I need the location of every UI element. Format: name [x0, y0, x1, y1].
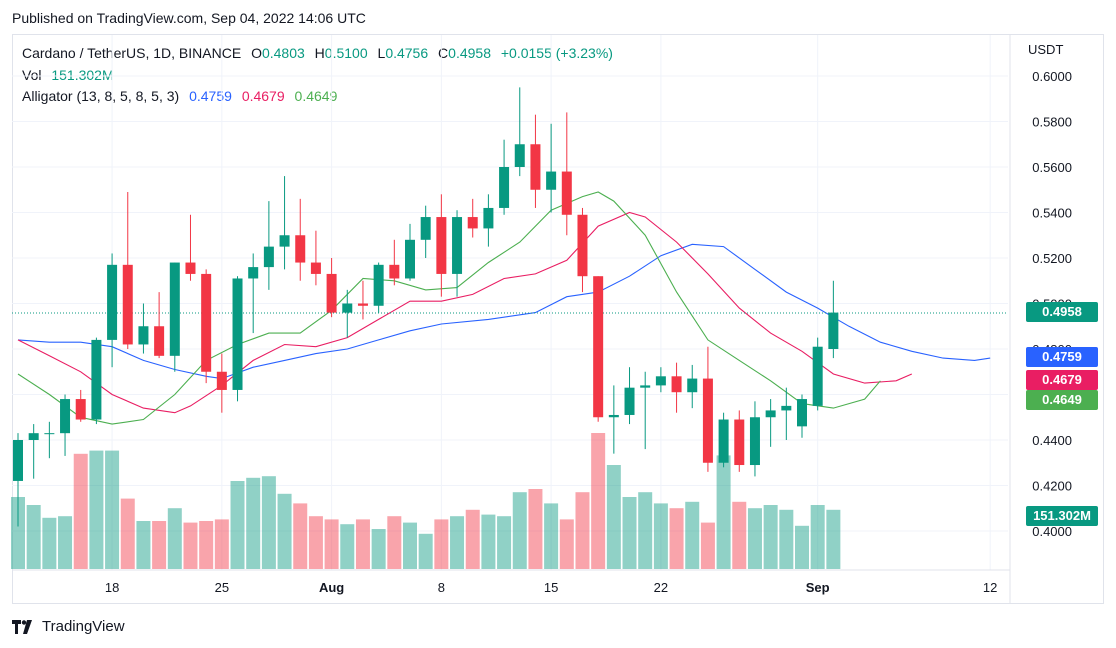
legend-ohlc: Cardano / TetherUS, 1D, BINANCE O0.4803 …: [22, 45, 619, 61]
teeth-price-label: 0.4679: [1026, 370, 1098, 390]
legend-low: L0.4756: [377, 45, 429, 61]
legend-open: O0.4803: [251, 45, 305, 61]
legend-teeth-value: 0.4679: [241, 88, 285, 104]
price-axis-unit[interactable]: USDT: [1028, 42, 1064, 57]
volume-price-label: 151.302M: [1026, 506, 1098, 526]
chart-frame[interactable]: [12, 34, 1104, 604]
legend-lips-value: 0.4649: [294, 88, 338, 104]
legend-jaw-value: 0.4759: [189, 88, 232, 104]
legend-symbol[interactable]: Cardano / TetherUS, 1D, BINANCE: [22, 45, 242, 61]
close-price-label: 0.4958: [1026, 302, 1098, 322]
tradingview-logo-icon: [12, 619, 32, 634]
footer-brand-text: TradingView: [42, 618, 125, 635]
legend-change: +0.0155 (+3.23%): [500, 45, 613, 61]
published-banner: Published on TradingView.com, Sep 04, 20…: [12, 10, 366, 26]
legend-alligator: Alligator (13, 8, 5, 8, 5, 3) 0.4759 0.4…: [22, 88, 343, 104]
legend-close: C0.4958: [438, 45, 491, 61]
legend-vol-value: 151.302M: [51, 67, 114, 83]
footer-brand[interactable]: TradingView: [12, 618, 125, 635]
legend-alligator-label[interactable]: Alligator (13, 8, 5, 8, 5, 3): [22, 88, 180, 104]
legend-high: H0.5100: [314, 45, 368, 61]
lips-price-label: 0.4649: [1026, 390, 1098, 410]
jaw-price-label: 0.4759: [1026, 347, 1098, 367]
legend-vol-label[interactable]: Vol: [22, 67, 42, 83]
legend-volume: Vol 151.302M: [22, 67, 120, 83]
